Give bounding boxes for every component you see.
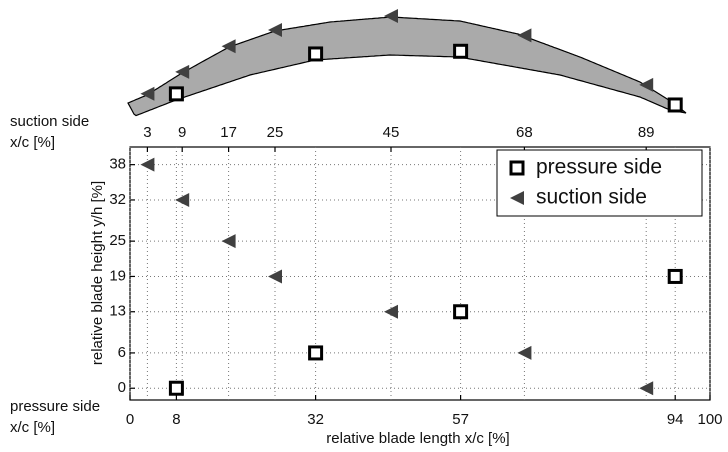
blade-profile — [127, 16, 687, 117]
x2-axis-label: x/c [%] — [10, 134, 55, 151]
triangle-marker — [384, 304, 398, 319]
y-tick-label: 25 — [109, 232, 126, 249]
y-tick-label: 0 — [118, 379, 126, 396]
x2-tick-label: 9 — [178, 124, 186, 141]
x2-tick-label: 17 — [220, 124, 237, 141]
y-axis-label: relative blade height y/h [%] — [89, 181, 106, 365]
x2-axis-label: suction side — [10, 113, 89, 130]
x2-tick-label: 89 — [638, 124, 655, 141]
y-tick-label: 19 — [109, 267, 126, 284]
triangle-marker — [140, 157, 155, 172]
triangle-marker — [639, 77, 654, 92]
legend-label: pressure side — [536, 156, 662, 179]
triangle-marker — [140, 86, 155, 101]
triangle-marker — [384, 9, 398, 23]
y-tick-label: 32 — [109, 191, 126, 208]
x-tick-label: 57 — [452, 411, 469, 428]
x-axis-side-label: pressure side — [10, 398, 100, 415]
x2-tick-label: 45 — [383, 124, 400, 141]
square-marker — [667, 97, 683, 113]
y-tick-label: 6 — [118, 344, 126, 361]
triangle-marker — [510, 191, 524, 205]
square-marker — [308, 345, 324, 361]
triangle-marker — [268, 269, 282, 284]
square-marker — [667, 268, 683, 284]
legend-label: suction side — [536, 186, 647, 209]
triangle-marker — [175, 192, 190, 207]
y-tick-label: 38 — [109, 156, 126, 173]
triangle-marker — [639, 381, 654, 396]
square-marker — [308, 46, 324, 62]
x2-tick-label: 25 — [267, 124, 284, 141]
x-tick-label: 100 — [697, 411, 722, 428]
blade-diagram — [127, 9, 687, 117]
triangle-marker — [517, 28, 532, 43]
triangle-marker — [175, 64, 190, 79]
y-tick-label: 13 — [109, 303, 126, 320]
square-marker — [453, 43, 469, 59]
square-marker — [453, 304, 469, 320]
x-tick-label: 94 — [667, 411, 684, 428]
x-tick-label: 0 — [126, 411, 134, 428]
x2-tick-label: 68 — [516, 124, 533, 141]
x-axis-side-label: x/c [%] — [10, 419, 55, 436]
x-axis-label: relative blade length x/c [%] — [326, 430, 509, 447]
x-tick-label: 8 — [172, 411, 180, 428]
triangle-marker — [221, 39, 236, 54]
legend-box — [496, 149, 703, 217]
triangle-marker — [517, 345, 532, 360]
square-marker — [168, 86, 184, 102]
plot-frame — [129, 146, 711, 401]
square-marker — [168, 380, 184, 396]
legend: pressure side suction side — [496, 149, 703, 217]
triangle-marker — [268, 23, 282, 37]
x2-tick-label: 3 — [143, 124, 151, 141]
square-marker — [509, 160, 525, 176]
triangle-marker — [221, 234, 236, 249]
x-tick-label: 32 — [307, 411, 324, 428]
